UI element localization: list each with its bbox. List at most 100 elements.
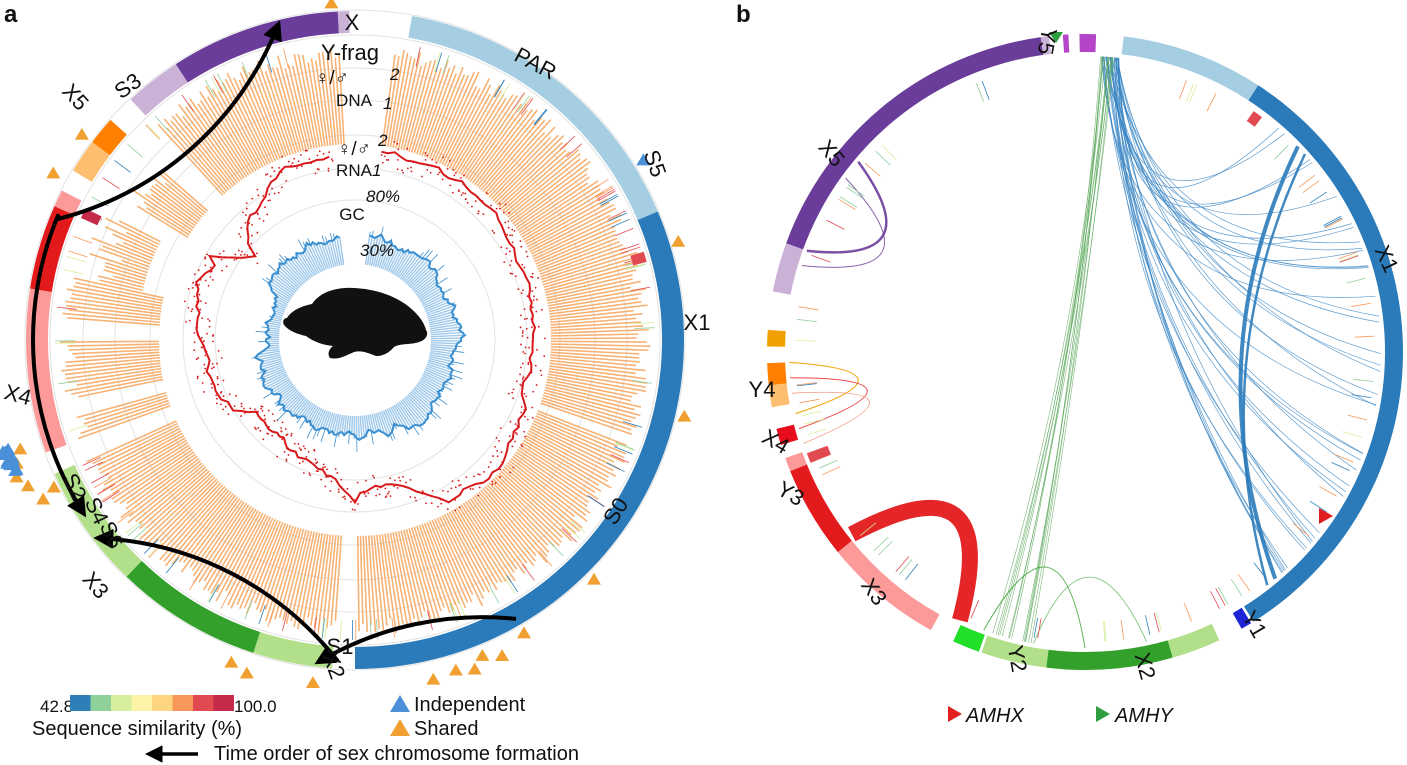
dna-bar [418, 524, 451, 614]
rna-point [191, 286, 194, 289]
rna-point [494, 445, 496, 448]
dna-bar [199, 91, 252, 175]
label-b-x2: X2 [1130, 650, 1161, 682]
rna-point [531, 290, 534, 293]
gc-bar [393, 404, 410, 430]
dna-bar [227, 515, 269, 596]
dna-bar [482, 487, 548, 564]
gc-bar [324, 244, 333, 268]
rna-point [509, 264, 511, 267]
gc-spike [255, 330, 266, 333]
rna-point [240, 226, 243, 229]
rna-point [337, 491, 340, 493]
dna-bar [91, 237, 153, 262]
rna-point [334, 468, 337, 470]
dna-bar [136, 205, 189, 238]
rna-point [454, 509, 457, 512]
dna-bar [367, 535, 377, 633]
gc-bar [286, 258, 307, 283]
dna-bar [64, 362, 161, 376]
rna-point [535, 384, 538, 386]
similarity-mark [799, 398, 820, 404]
dna-bar [143, 474, 214, 542]
rna-ratio-track [183, 140, 546, 512]
similarity-mark [839, 196, 858, 208]
rna-point [325, 476, 328, 478]
dna-bar [443, 78, 491, 167]
gc-bar [425, 301, 449, 313]
rna-point [257, 194, 260, 197]
gc-bar [341, 415, 346, 433]
dna-bar [508, 158, 588, 220]
dna-bar [455, 507, 503, 583]
gc-bar [387, 250, 400, 272]
similarity-mark [56, 306, 77, 310]
rna-point [431, 489, 434, 492]
colorbar-max: 100.0 [234, 697, 277, 716]
dna-bar [76, 370, 162, 386]
time-arrow [93, 528, 340, 663]
gc-spike [452, 369, 463, 374]
gc-spike [435, 264, 445, 273]
rna-point [315, 462, 317, 465]
dna-bar [105, 261, 147, 277]
rna-point [478, 486, 481, 489]
similarity-mark [131, 527, 148, 542]
gc-bar [411, 389, 433, 408]
dna-bar [278, 528, 305, 618]
rna-point [525, 327, 528, 330]
gc-spike [279, 254, 287, 263]
gc-bar [327, 412, 334, 430]
similarity-mark [265, 53, 273, 73]
guide-circle [114, 99, 596, 581]
rna-point [297, 443, 300, 445]
rna-point [520, 366, 522, 369]
rna-point [414, 496, 416, 499]
rna-point [451, 191, 454, 194]
dna-bar [76, 391, 167, 419]
dna-bar [542, 257, 635, 286]
dna-bar [438, 516, 484, 607]
rna-point [273, 170, 276, 173]
dna-bar [205, 85, 257, 172]
rna-point [499, 476, 501, 478]
gc-bar [268, 329, 280, 333]
dna-bar [451, 84, 501, 170]
rna-point [271, 166, 274, 169]
stratum-triangle [36, 492, 51, 505]
similarity-mark [549, 541, 564, 557]
rna-point [498, 202, 501, 205]
similarity-mark [614, 227, 634, 237]
similarity-mark [517, 95, 530, 113]
rna-point [510, 260, 513, 262]
dna-bar [548, 292, 642, 310]
dna-bar [145, 470, 210, 529]
rna-point [459, 483, 462, 486]
dna-bar [476, 109, 538, 187]
dna-bar [428, 520, 467, 609]
dna-bar [539, 243, 623, 276]
rna-point [206, 253, 209, 256]
rna-point [492, 455, 494, 457]
dna-bar [370, 535, 381, 629]
gc-bar [428, 313, 454, 322]
gc-bar [413, 387, 432, 404]
dna-bar [428, 74, 466, 160]
rna-point [245, 202, 248, 205]
dna-bar [458, 505, 507, 582]
gc-bar [427, 361, 453, 371]
dna-bar [115, 242, 154, 260]
dna-bar [455, 93, 505, 173]
homology-link [1115, 57, 1313, 542]
dna-bar [515, 451, 590, 504]
rna-point [340, 478, 343, 481]
rna-point [464, 198, 467, 201]
rna-point [290, 432, 293, 435]
rna-point [302, 445, 305, 448]
gc-bar [430, 345, 456, 350]
rna-point [216, 402, 218, 405]
dna-bar [102, 439, 188, 492]
gc-bar [283, 391, 300, 407]
similarity-mark [97, 483, 116, 495]
similarity-mark [283, 48, 289, 69]
